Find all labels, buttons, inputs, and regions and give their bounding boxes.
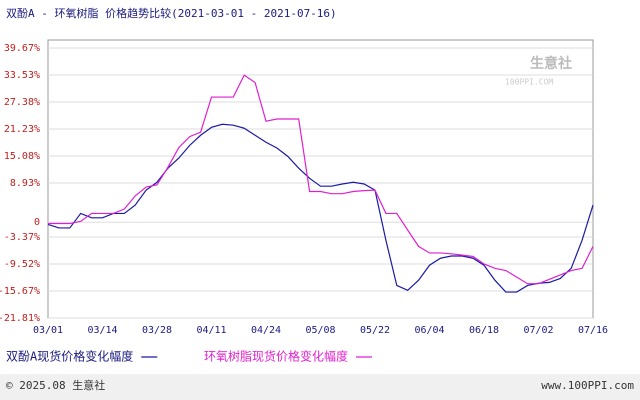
y-tick-label: -15.67% bbox=[0, 286, 40, 297]
x-tick-label: 07/16 bbox=[578, 325, 608, 336]
chart-title: 双酚A - 环氧树脂 价格趋势比较(2021-03-01 - 2021-07-1… bbox=[6, 6, 337, 20]
series-line bbox=[48, 74, 594, 285]
x-tick-label: 03/14 bbox=[87, 325, 117, 336]
watermark-name: 生意社 bbox=[530, 55, 572, 72]
x-tick-label: 03/01 bbox=[33, 325, 63, 336]
y-tick-label: -3.37% bbox=[4, 232, 40, 243]
x-tick-label: 03/28 bbox=[142, 325, 172, 336]
y-tick-label: -21.81% bbox=[0, 313, 40, 324]
y-tick-label: 21.23% bbox=[4, 124, 40, 135]
y-tick-label: 33.53% bbox=[4, 70, 40, 81]
x-tick-label: 06/04 bbox=[414, 325, 444, 336]
y-tick-label: 8.93% bbox=[10, 178, 40, 189]
x-tick-label: 05/08 bbox=[305, 325, 335, 336]
watermark-site: 100PPI.COM bbox=[505, 78, 553, 87]
y-tick-label: 15.08% bbox=[4, 151, 40, 162]
y-tick-label: 27.38% bbox=[4, 97, 40, 108]
website: www.100PPI.com bbox=[541, 379, 634, 392]
legend-label: 环氧树脂现货价格变化幅度 bbox=[204, 349, 348, 364]
legend-label: 双酚A现货价格变化幅度 bbox=[6, 349, 133, 364]
copyright: © 2025.08 生意社 bbox=[6, 378, 105, 392]
y-tick-label: -9.52% bbox=[4, 259, 40, 270]
x-tick-label: 05/22 bbox=[360, 325, 390, 336]
y-tick-label: 39.67% bbox=[4, 43, 40, 54]
x-tick-label: 06/18 bbox=[469, 325, 499, 336]
x-tick-label: 04/24 bbox=[251, 325, 281, 336]
footer-band bbox=[0, 374, 640, 400]
x-tick-label: 04/11 bbox=[196, 325, 226, 336]
x-tick-label: 07/02 bbox=[523, 325, 553, 336]
y-tick-label: 0 bbox=[34, 217, 40, 228]
series-line bbox=[47, 123, 594, 293]
